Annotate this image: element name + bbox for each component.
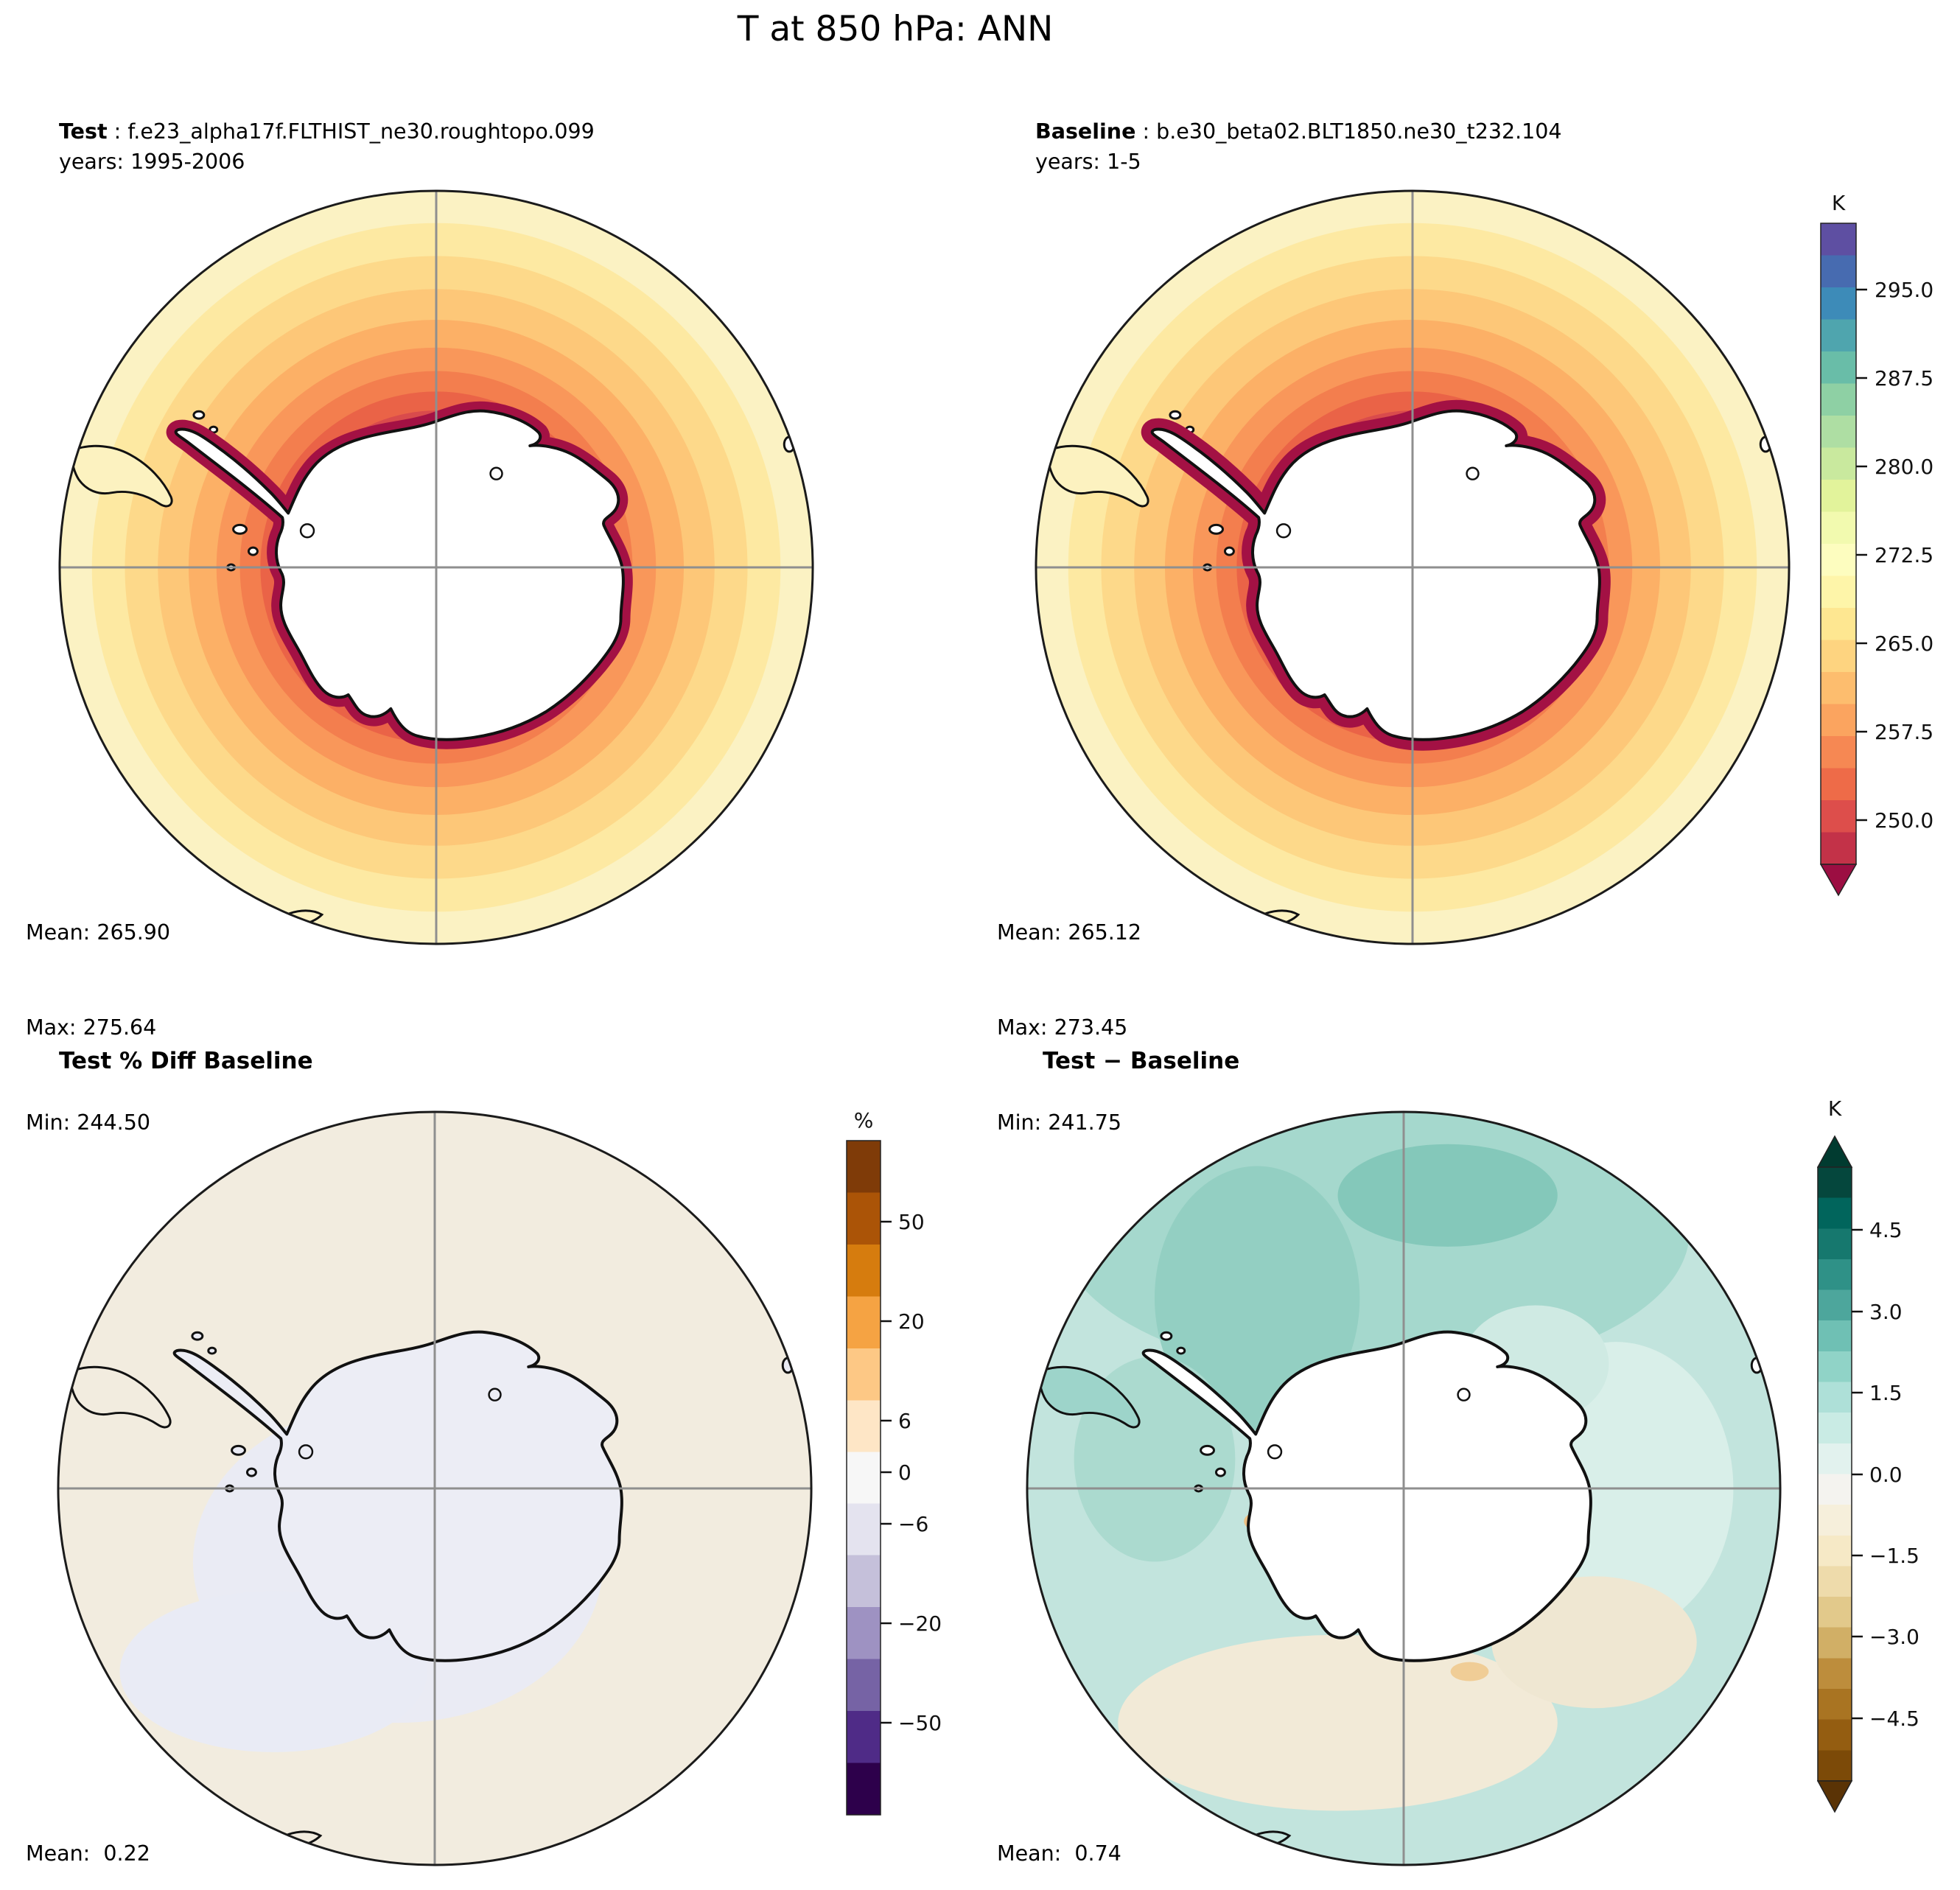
svg-text:272.5: 272.5 (1875, 543, 1933, 567)
baseline-stats: Mean: 265.12 Max: 273.45 Min: 241.75 (997, 853, 1141, 1202)
map-boundary-circle (1035, 189, 1791, 945)
test-label: Test (59, 119, 108, 144)
pct-tick-neg20: −20 (881, 1611, 942, 1636)
diff-tick-1-5: 1.5 (1852, 1381, 1903, 1405)
test-case-line: Test : f.e23_alpha17f.FLTHIST_ne30.rough… (59, 116, 595, 147)
svg-text:0.0: 0.0 (1869, 1463, 1903, 1487)
temp-tick-287-5: 287.5 (1856, 366, 1933, 391)
svg-text:6: 6 (898, 1409, 911, 1433)
baseline-case-name: : b.e30_beta02.BLT1850.ne30_t232.104 (1135, 119, 1562, 144)
diff-title: Test − Baseline (1043, 1048, 1240, 1074)
svg-text:50: 50 (898, 1210, 925, 1234)
map-boundary-circle (57, 1110, 813, 1866)
baseline-mean: Mean: 265.12 (997, 920, 1142, 945)
diff-colorbar-extend-min-arrow (1817, 1780, 1853, 1813)
page-title: T at 850 hPa: ANN (737, 9, 1054, 49)
temp-colorbar-unit: K (1832, 191, 1846, 215)
svg-text:257.5: 257.5 (1875, 720, 1933, 744)
diff-tick-neg3-0: −3.0 (1852, 1625, 1919, 1649)
test-mean: Mean: 265.90 (26, 920, 171, 945)
svg-text:250.0: 250.0 (1875, 808, 1933, 833)
temp-tick-265: 265.0 (1856, 631, 1933, 656)
baseline-case-line: Baseline : b.e30_beta02.BLT1850.ne30_t23… (1035, 116, 1562, 147)
baseline-min: Min: 241.75 (997, 1110, 1121, 1135)
baseline-years: years: 1-5 (1035, 150, 1141, 174)
map-boundary-circle (58, 189, 814, 945)
pct-tick-6: 6 (881, 1409, 911, 1433)
svg-text:0: 0 (898, 1460, 911, 1485)
diff-tick-4-5: 4.5 (1852, 1218, 1903, 1242)
pct-tick-neg6: −6 (881, 1512, 928, 1536)
diff-tick-0-0: 0.0 (1852, 1463, 1903, 1487)
test-min: Min: 244.50 (26, 1110, 150, 1135)
diff-stats: Mean: 0.74 Max: 11.74 Min: -15.16 (997, 1774, 1121, 1890)
baseline-max: Max: 273.45 (997, 1015, 1128, 1040)
test-stats: Mean: 265.90 Max: 275.64 Min: 244.50 (26, 853, 170, 1202)
pct-tick-20: 20 (881, 1309, 925, 1334)
graticule-crosshair (1036, 191, 1789, 944)
baseline-map (1035, 189, 1791, 945)
pct-diff-map (57, 1110, 813, 1866)
pct-tick-neg50: −50 (881, 1711, 942, 1735)
graticule-crosshair (60, 191, 813, 944)
baseline-header: Baseline : b.e30_beta02.BLT1850.ne30_t23… (1035, 116, 1562, 177)
test-max: Max: 275.64 (26, 1015, 157, 1040)
temp-tick-250: 250.0 (1856, 808, 1933, 833)
graticule-crosshair (1027, 1112, 1780, 1865)
diff-tick-3-0: 3.0 (1852, 1300, 1903, 1324)
pct-tick-50: 50 (881, 1210, 925, 1234)
pct-colorbar: % 50 20 6 0 −6 −20 −50 (846, 1108, 942, 1816)
svg-text:1.5: 1.5 (1869, 1381, 1903, 1405)
pct-diff-title: Test % Diff Baseline (59, 1048, 313, 1074)
diff-colorbar-unit: K (1828, 1096, 1842, 1121)
svg-text:−4.5: −4.5 (1869, 1707, 1919, 1731)
diff-colorbar-extend-max-arrow (1817, 1135, 1853, 1168)
temp-colorbar: K 295.0 287.5 280.0 272.5 265.0 257.5 25… (1820, 191, 1933, 897)
temp-colorbar-ramp (1820, 223, 1857, 865)
svg-text:−1.5: −1.5 (1869, 1544, 1919, 1568)
graticule-crosshair (58, 1112, 811, 1865)
pct-diff-stats: Mean: 0.22 Max: 4.67 Min: -5.83 (26, 1774, 150, 1890)
svg-text:−6: −6 (898, 1512, 928, 1536)
svg-text:−3.0: −3.0 (1869, 1625, 1919, 1649)
diff-tick-neg4-5: −4.5 (1852, 1707, 1919, 1731)
svg-text:4.5: 4.5 (1869, 1218, 1903, 1242)
diff-colorbar-ramp (1817, 1166, 1852, 1782)
svg-text:20: 20 (898, 1309, 925, 1334)
temp-tick-280: 280.0 (1856, 455, 1933, 479)
diff-mean: Mean: 0.74 (997, 1841, 1121, 1866)
svg-text:265.0: 265.0 (1875, 631, 1933, 656)
temp-tick-257-5: 257.5 (1856, 720, 1933, 744)
baseline-label: Baseline (1035, 119, 1136, 144)
temp-tick-272-5: 272.5 (1856, 543, 1933, 567)
pct-colorbar-ramp (846, 1140, 881, 1816)
test-years: years: 1995-2006 (59, 150, 245, 174)
svg-text:280.0: 280.0 (1875, 455, 1933, 479)
svg-text:3.0: 3.0 (1869, 1300, 1903, 1324)
temp-tick-295: 295.0 (1856, 278, 1933, 302)
map-boundary-circle (1026, 1110, 1782, 1866)
temp-colorbar-extend-min-arrow (1820, 864, 1858, 897)
svg-text:295.0: 295.0 (1875, 278, 1933, 302)
diff-colorbar: K 4.5 3.0 1.5 0.0 −1.5 −3.0 −4.5 (1817, 1096, 1919, 1813)
test-case-name: : f.e23_alpha17f.FLTHIST_ne30.roughtopo.… (107, 119, 595, 144)
diff-tick-neg1-5: −1.5 (1852, 1544, 1919, 1568)
diff-map (1026, 1110, 1782, 1866)
svg-text:287.5: 287.5 (1875, 366, 1933, 391)
test-map (58, 189, 814, 945)
pct-colorbar-unit: % (854, 1108, 874, 1133)
test-header: Test : f.e23_alpha17f.FLTHIST_ne30.rough… (59, 116, 595, 177)
pct-tick-0: 0 (881, 1460, 911, 1485)
svg-text:−20: −20 (898, 1611, 942, 1636)
pct-diff-mean: Mean: 0.22 (26, 1841, 150, 1866)
svg-text:−50: −50 (898, 1711, 942, 1735)
